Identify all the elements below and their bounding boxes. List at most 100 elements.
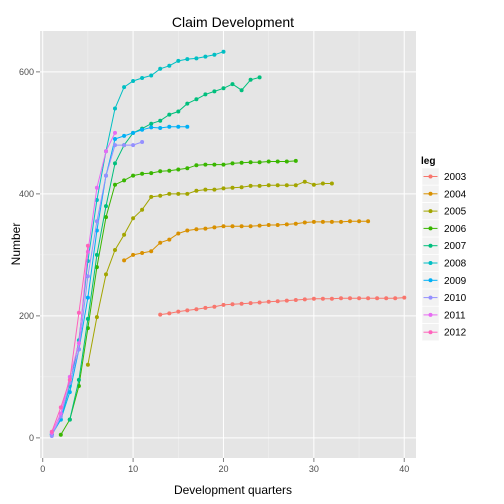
data-point-2005 [230,185,235,190]
data-point-2006 [113,182,117,187]
legend-label: 2005 [444,207,467,218]
data-point-2009 [113,137,117,141]
data-point-2004 [357,219,362,224]
data-point-2004 [293,221,298,226]
legend-key-point [428,295,433,300]
data-point-2006 [104,215,108,220]
legend: leg 2003 2004 2005 2006 2007 2008 2009 2010 2011 2… [421,156,467,341]
data-point-2006 [212,162,217,167]
data-point-2005 [212,187,217,192]
series-2010 [49,140,145,438]
data-point-2006 [239,160,244,165]
data-point-2011 [104,149,108,154]
data-point-2003 [284,298,289,303]
legend-label: 2003 [444,172,467,183]
series-2006 [58,158,298,437]
data-point-2003 [194,307,199,312]
data-point-2003 [185,308,190,313]
legend-key-point [428,330,433,335]
data-point-2003 [302,297,307,302]
data-point-2012 [85,243,90,248]
y-tick-label: 400 [19,189,34,199]
data-point-2004 [366,219,371,224]
data-point-2005 [203,187,208,192]
series-layer [49,49,407,438]
data-point-2004 [239,224,244,229]
data-point-2003 [257,300,262,305]
data-point-2003 [230,302,235,307]
data-point-2012 [67,377,72,382]
data-point-2007 [230,82,235,87]
data-point-2003 [339,296,343,301]
data-point-2007 [194,97,199,102]
y-axis-title: Number [9,223,23,266]
legend-label: 2011 [444,310,466,321]
data-point-2004 [131,252,136,257]
legend-item-2010: 2010 [421,288,467,307]
legend-item-2003: 2003 [421,167,467,186]
y-tick-label: 200 [19,311,34,321]
legend-label: 2007 [444,241,467,252]
data-point-2007 [149,121,154,126]
data-point-2004 [194,227,199,232]
data-point-2005 [131,216,136,221]
data-point-2006 [94,265,99,270]
legend-label: 2009 [444,276,467,287]
data-point-2006 [194,163,199,168]
legend-key-point [428,261,433,265]
data-point-2006 [221,162,226,167]
data-point-2005 [293,183,298,188]
data-point-2005 [185,191,190,196]
data-point-2011 [76,341,81,346]
data-point-2005 [194,188,199,193]
data-point-2004 [302,220,307,225]
data-point-2007 [76,377,81,382]
data-point-2003 [366,296,371,301]
data-point-2008 [167,63,172,68]
data-point-2004 [275,223,280,227]
data-point-2003 [203,305,208,310]
data-point-2005 [257,183,262,188]
data-point-2006 [149,171,154,176]
data-point-2007 [167,112,172,117]
legend-item-2012: 2012 [421,323,467,341]
data-point-2010 [85,274,90,279]
data-point-2004 [149,249,154,254]
data-point-2007 [94,252,99,257]
data-point-2003 [293,298,298,302]
data-point-2007 [185,101,190,106]
data-point-2004 [185,228,190,233]
legend-key-point [428,312,433,317]
data-point-2010 [113,143,117,148]
data-point-2005 [311,182,316,187]
data-point-2003 [176,309,181,314]
legend-key-point [428,226,433,231]
data-point-2005 [329,181,334,186]
series-line-2003 [160,297,405,316]
data-point-2012 [49,429,54,434]
data-point-2011 [113,130,117,135]
data-point-2004 [311,219,316,224]
data-point-2007 [203,92,208,97]
data-point-2003 [375,296,380,301]
x-tick-label: 30 [309,464,319,474]
data-point-2003 [402,295,407,300]
data-point-2009 [67,390,72,395]
legend-item-2011: 2011 [421,306,466,324]
series-2003 [158,295,407,317]
legend-label: 2012 [444,328,467,339]
data-point-2004 [339,219,343,224]
data-point-2008 [221,49,226,54]
data-point-2012 [58,405,63,410]
legend-key-point [428,191,433,196]
data-point-2007 [113,161,117,166]
legend-item-2006: 2006 [421,219,467,238]
data-point-2008 [122,85,127,90]
data-point-2010 [140,140,145,144]
data-point-2008 [149,73,154,78]
data-point-2003 [393,296,398,301]
data-point-2005 [248,183,253,188]
x-axis: 0 10 20 30 40 [40,458,409,474]
data-point-2011 [58,411,63,416]
legend-key-point [428,209,433,214]
